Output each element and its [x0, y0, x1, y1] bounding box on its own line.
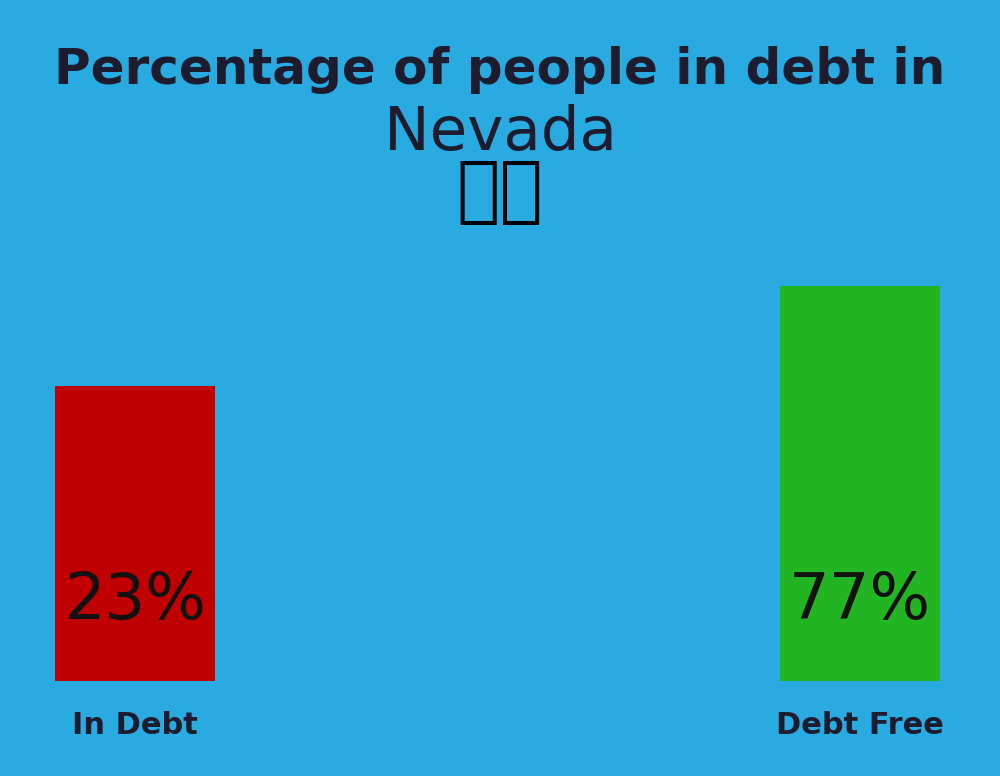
Text: Percentage of people in debt in: Percentage of people in debt in [54, 46, 946, 94]
Text: 🇺🇸: 🇺🇸 [457, 158, 543, 227]
Text: Debt Free: Debt Free [776, 711, 944, 740]
Text: Nevada: Nevada [384, 104, 616, 163]
Bar [55, 386, 215, 681]
Bar [780, 286, 940, 681]
Text: 77%: 77% [789, 570, 931, 632]
Text: In Debt: In Debt [72, 711, 198, 740]
Text: 23%: 23% [64, 570, 206, 632]
